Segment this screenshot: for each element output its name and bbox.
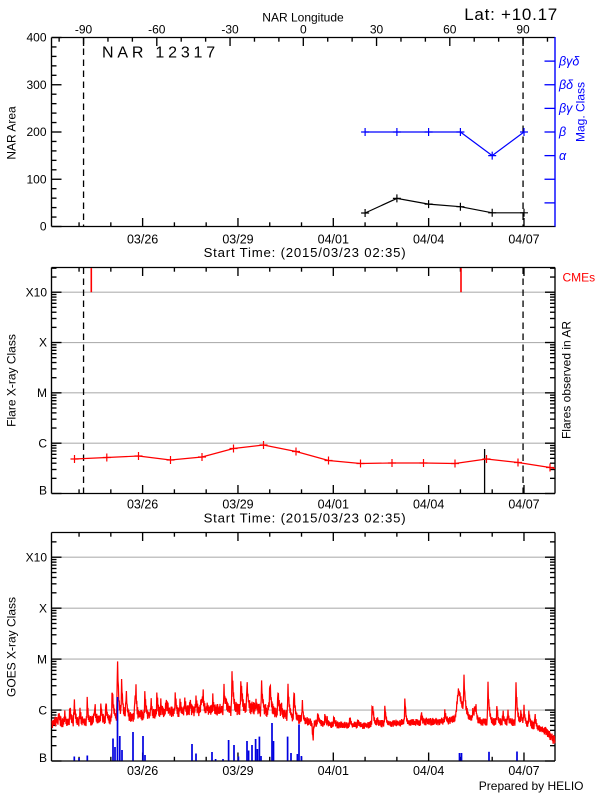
svg-text:Flare X-ray Class: Flare X-ray Class (5, 334, 19, 427)
svg-text:X10: X10 (26, 285, 48, 299)
svg-text:04/04: 04/04 (413, 764, 444, 778)
svg-text:Start Time: (2015/03/23 02:35): Start Time: (2015/03/23 02:35) (204, 511, 407, 526)
svg-text:0: 0 (300, 23, 307, 37)
svg-text:X: X (39, 601, 47, 615)
svg-text:04/07: 04/07 (508, 764, 539, 778)
svg-text:-90: -90 (75, 23, 93, 37)
svg-text:03/29: 03/29 (222, 764, 253, 778)
svg-text:B: B (39, 751, 47, 765)
svg-text:NAR Area: NAR Area (5, 106, 19, 160)
svg-text:Flares observed in AR: Flares observed in AR (560, 321, 574, 439)
svg-text:03/26: 03/26 (127, 233, 158, 247)
svg-text:Prepared by HELIO: Prepared by HELIO (479, 779, 584, 793)
svg-text:04/04: 04/04 (413, 498, 444, 512)
svg-text:200: 200 (26, 125, 46, 139)
svg-text:90: 90 (516, 23, 530, 37)
svg-text:M: M (37, 386, 47, 400)
svg-text:M: M (37, 652, 47, 666)
svg-text:GOES X-ray Class: GOES X-ray Class (5, 597, 19, 697)
svg-text:B: B (39, 484, 47, 498)
svg-text:βγ: βγ (558, 102, 573, 116)
svg-text:03/29: 03/29 (222, 233, 253, 247)
svg-text:03/26: 03/26 (127, 498, 158, 512)
svg-text:04/01: 04/01 (318, 233, 349, 247)
svg-text:300: 300 (26, 78, 46, 92)
svg-text:βδ: βδ (558, 78, 574, 92)
svg-text:04/07: 04/07 (508, 233, 539, 247)
svg-text:CMEs: CMEs (563, 271, 596, 285)
svg-text:100: 100 (26, 172, 46, 186)
svg-text:-30: -30 (221, 23, 239, 37)
svg-text:Lat: +10.17: Lat: +10.17 (464, 5, 558, 24)
svg-text:60: 60 (443, 23, 457, 37)
svg-text:C: C (38, 436, 47, 450)
svg-text:0: 0 (40, 220, 47, 234)
svg-text:NAR Longitude: NAR Longitude (262, 11, 344, 25)
svg-text:03/26: 03/26 (127, 764, 158, 778)
svg-text:α: α (559, 149, 567, 163)
svg-text:04/01: 04/01 (318, 764, 349, 778)
svg-text:β: β (558, 125, 566, 139)
svg-text:03/29: 03/29 (222, 498, 253, 512)
svg-text:04/04: 04/04 (413, 233, 444, 247)
svg-text:Start Time: (2015/03/23 02:35): Start Time: (2015/03/23 02:35) (204, 245, 407, 260)
svg-text:X10: X10 (26, 550, 48, 564)
svg-text:C: C (38, 703, 47, 717)
svg-text:Mag. Class: Mag. Class (574, 82, 588, 142)
svg-text:NAR 12317: NAR 12317 (102, 45, 219, 62)
svg-text:X: X (39, 336, 47, 350)
svg-text:400: 400 (26, 31, 46, 45)
svg-text:04/07: 04/07 (508, 498, 539, 512)
svg-text:30: 30 (370, 23, 384, 37)
svg-text:04/01: 04/01 (318, 498, 349, 512)
svg-text:βγδ: βγδ (558, 54, 580, 68)
svg-text:-60: -60 (148, 23, 166, 37)
